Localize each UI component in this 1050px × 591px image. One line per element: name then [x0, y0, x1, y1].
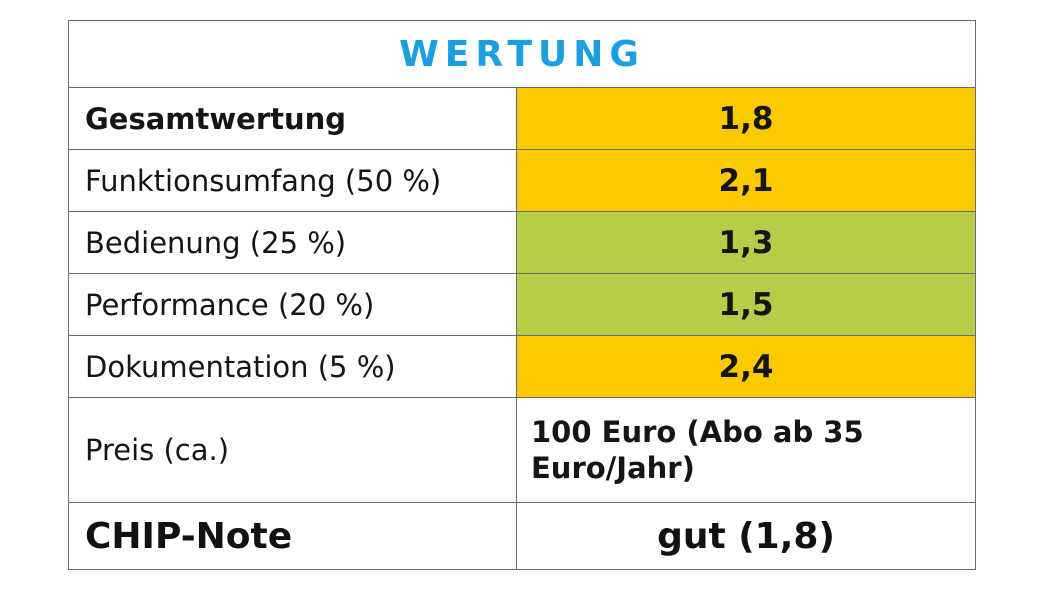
chip-note-label: CHIP-Note	[68, 502, 517, 570]
row-label-funktionsumfang: Funktionsumfang (50 %)	[68, 149, 517, 212]
row-label-bedienung: Bedienung (25 %)	[68, 211, 517, 274]
row-label-performance: Performance (20 %)	[68, 273, 517, 336]
price-value: 100 Euro (Abo ab 35 Euro/Jahr)	[516, 397, 976, 503]
row-label-dokumentation: Dokumentation (5 %)	[68, 335, 517, 398]
title-row: WERTUNG	[68, 20, 976, 88]
row-value-performance: 1,5	[516, 273, 976, 336]
row-value-dokumentation: 2,4	[516, 335, 976, 398]
table-title: WERTUNG	[68, 20, 976, 88]
table-row: Performance (20 %) 1,5	[68, 273, 976, 336]
row-value-funktionsumfang: 2,1	[516, 149, 976, 212]
chip-note-value: gut (1,8)	[516, 502, 976, 570]
table-row: Gesamtwertung 1,8	[68, 87, 976, 150]
chip-note-row: CHIP-Note gut (1,8)	[68, 502, 976, 570]
price-row: Preis (ca.) 100 Euro (Abo ab 35 Euro/Jah…	[68, 397, 976, 503]
row-value-gesamtwertung: 1,8	[516, 87, 976, 150]
price-value-line-2: Euro/Jahr)	[531, 451, 695, 485]
table-row: Bedienung (25 %) 1,3	[68, 211, 976, 274]
table-row: Dokumentation (5 %) 2,4	[68, 335, 976, 398]
rating-table: WERTUNG Gesamtwertung 1,8 Funktionsumfan…	[68, 20, 976, 570]
table-row: Funktionsumfang (50 %) 2,1	[68, 149, 976, 212]
price-value-line-1: 100 Euro (Abo ab 35	[531, 415, 864, 449]
row-value-bedienung: 1,3	[516, 211, 976, 274]
price-label: Preis (ca.)	[68, 397, 517, 503]
row-label-gesamtwertung: Gesamtwertung	[68, 87, 517, 150]
